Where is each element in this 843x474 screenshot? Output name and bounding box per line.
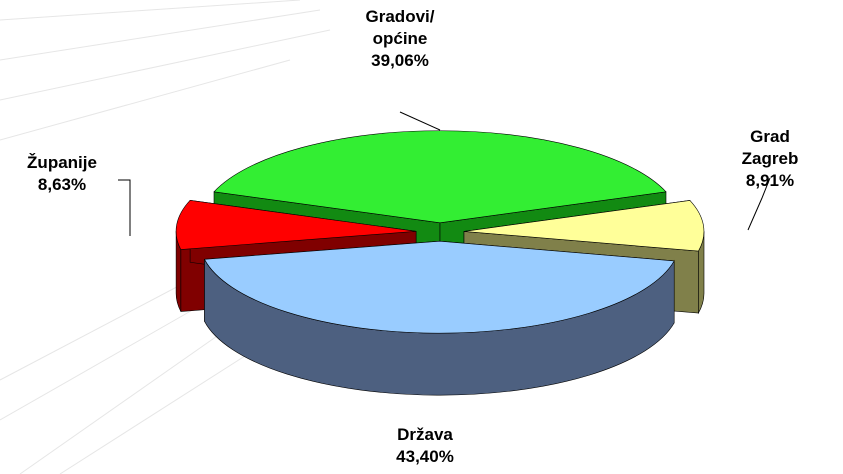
- slices: [175, 130, 705, 396]
- leader-lines: [118, 111, 771, 236]
- slice-label: Grad Zagreb 8,91%: [734, 126, 807, 192]
- category: Županije: [27, 153, 97, 172]
- slice-label: Županije 8,63%: [27, 152, 97, 196]
- slice-label: Gradovi/ općine 39,06%: [366, 6, 435, 72]
- slice-top: [175, 199, 417, 250]
- background-pattern: [0, 0, 331, 474]
- category: Gradovi/ općine: [365, 7, 435, 48]
- value-label: 43,40%: [396, 447, 454, 466]
- category: Grad Zagreb: [741, 127, 799, 168]
- value-label: 8,63%: [37, 175, 87, 194]
- slice-top: [463, 200, 705, 252]
- value-label: 39,06%: [371, 51, 429, 70]
- leader-line: [118, 179, 131, 236]
- leader-line: [747, 177, 771, 231]
- value-label: 8,91%: [745, 171, 795, 190]
- slice: [204, 240, 675, 396]
- leader-line: [399, 111, 441, 131]
- slice-top: [213, 130, 667, 224]
- slice-top: [204, 240, 675, 334]
- category: Država: [397, 425, 453, 444]
- slice-label: Država 43,40%: [396, 424, 454, 468]
